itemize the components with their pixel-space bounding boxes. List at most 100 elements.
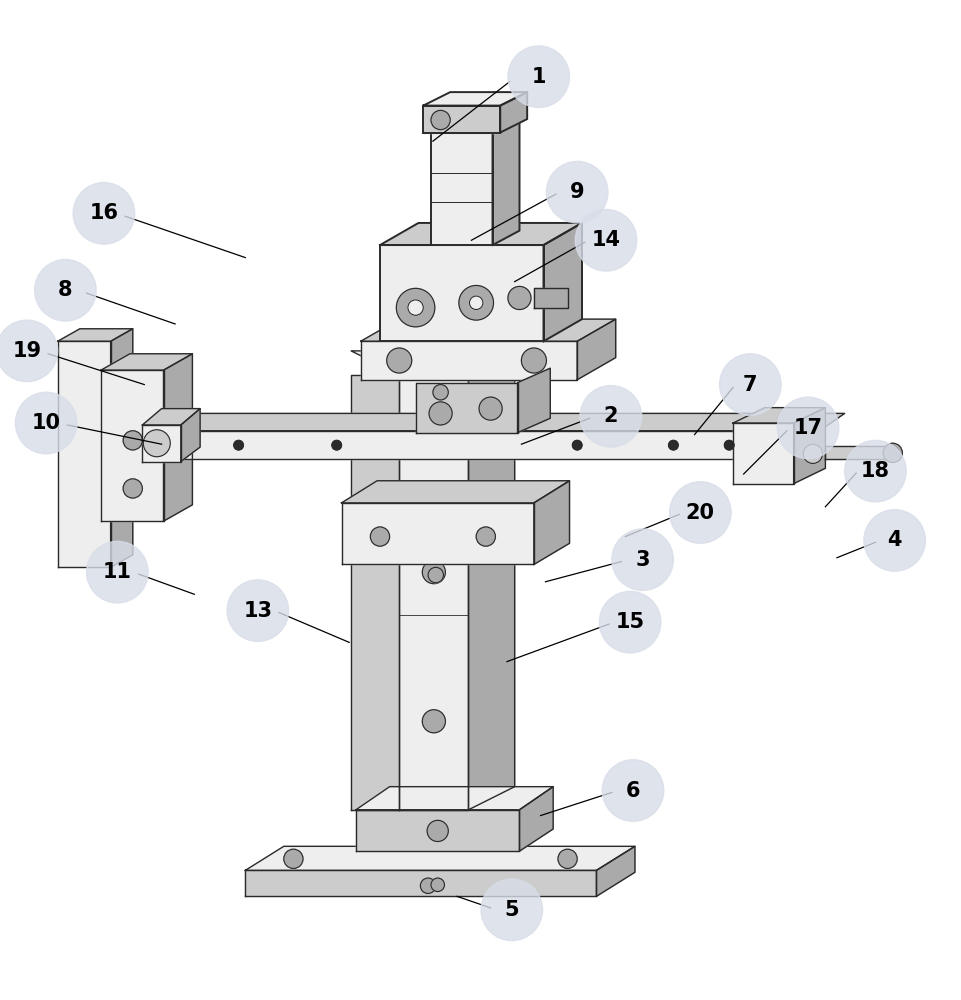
Text: 11: 11 (103, 562, 132, 582)
Circle shape (35, 259, 96, 321)
Polygon shape (360, 341, 577, 380)
Circle shape (776, 397, 838, 459)
Circle shape (572, 440, 581, 450)
Text: 4: 4 (886, 530, 901, 550)
Circle shape (428, 567, 443, 583)
Circle shape (599, 591, 660, 653)
Polygon shape (380, 245, 543, 341)
Polygon shape (519, 787, 553, 851)
Circle shape (370, 527, 389, 546)
Circle shape (546, 161, 607, 223)
Circle shape (283, 849, 303, 868)
Polygon shape (415, 383, 517, 433)
Circle shape (227, 580, 288, 641)
Polygon shape (732, 423, 793, 484)
Circle shape (469, 296, 482, 310)
Text: 7: 7 (742, 375, 757, 395)
Polygon shape (793, 408, 825, 484)
Polygon shape (163, 354, 192, 521)
Circle shape (507, 46, 569, 108)
Polygon shape (351, 351, 514, 375)
Text: 2: 2 (603, 406, 618, 426)
Text: 17: 17 (793, 418, 822, 438)
Circle shape (432, 385, 448, 400)
Polygon shape (149, 413, 844, 431)
Polygon shape (245, 870, 596, 896)
Circle shape (669, 482, 730, 543)
Polygon shape (517, 368, 550, 433)
Polygon shape (533, 481, 569, 564)
Circle shape (579, 386, 641, 447)
Text: 15: 15 (615, 612, 644, 632)
Text: 13: 13 (243, 601, 272, 621)
Text: 20: 20 (685, 503, 714, 523)
Polygon shape (732, 408, 825, 423)
Polygon shape (142, 425, 181, 462)
Circle shape (479, 397, 502, 420)
Circle shape (476, 527, 495, 546)
Polygon shape (577, 319, 615, 380)
Polygon shape (399, 375, 468, 810)
Polygon shape (341, 503, 533, 564)
Circle shape (143, 430, 170, 457)
Circle shape (611, 529, 673, 590)
Circle shape (73, 183, 135, 244)
Circle shape (507, 286, 530, 310)
Polygon shape (341, 481, 569, 503)
Circle shape (123, 431, 142, 450)
Text: 14: 14 (591, 230, 620, 250)
Polygon shape (492, 115, 519, 245)
Polygon shape (380, 223, 581, 245)
Circle shape (332, 440, 341, 450)
Polygon shape (825, 446, 894, 459)
Circle shape (422, 710, 445, 733)
Circle shape (427, 820, 448, 842)
Text: 16: 16 (89, 203, 118, 223)
Polygon shape (500, 92, 527, 133)
Polygon shape (596, 846, 634, 896)
Circle shape (86, 541, 148, 603)
Polygon shape (58, 341, 111, 567)
Polygon shape (181, 409, 200, 462)
Text: 18: 18 (860, 461, 889, 481)
Polygon shape (142, 409, 200, 425)
Circle shape (420, 878, 435, 893)
Text: 3: 3 (634, 550, 650, 570)
Circle shape (863, 510, 924, 571)
Circle shape (429, 402, 452, 425)
Circle shape (386, 348, 411, 373)
Polygon shape (101, 370, 163, 521)
Circle shape (480, 879, 542, 941)
Polygon shape (431, 130, 492, 245)
Circle shape (458, 285, 493, 320)
Polygon shape (423, 106, 500, 133)
Circle shape (431, 110, 450, 130)
Polygon shape (423, 92, 527, 106)
Circle shape (234, 440, 243, 450)
Circle shape (557, 849, 577, 868)
Circle shape (802, 444, 822, 463)
Text: 19: 19 (12, 341, 41, 361)
Circle shape (422, 561, 445, 584)
Polygon shape (58, 329, 133, 341)
Circle shape (575, 209, 636, 271)
Polygon shape (356, 787, 553, 810)
Circle shape (724, 440, 733, 450)
Text: 1: 1 (530, 67, 546, 87)
Circle shape (431, 878, 444, 892)
Polygon shape (245, 846, 634, 870)
Circle shape (521, 348, 546, 373)
Text: 6: 6 (625, 781, 640, 801)
Circle shape (123, 479, 142, 498)
Polygon shape (149, 431, 819, 459)
Circle shape (15, 392, 77, 454)
Text: 8: 8 (58, 280, 73, 300)
Polygon shape (356, 810, 519, 851)
Polygon shape (360, 319, 615, 341)
Circle shape (668, 440, 678, 450)
Text: 10: 10 (32, 413, 61, 433)
Text: 5: 5 (504, 900, 519, 920)
Polygon shape (111, 329, 133, 567)
Circle shape (882, 443, 901, 462)
Circle shape (407, 300, 423, 315)
